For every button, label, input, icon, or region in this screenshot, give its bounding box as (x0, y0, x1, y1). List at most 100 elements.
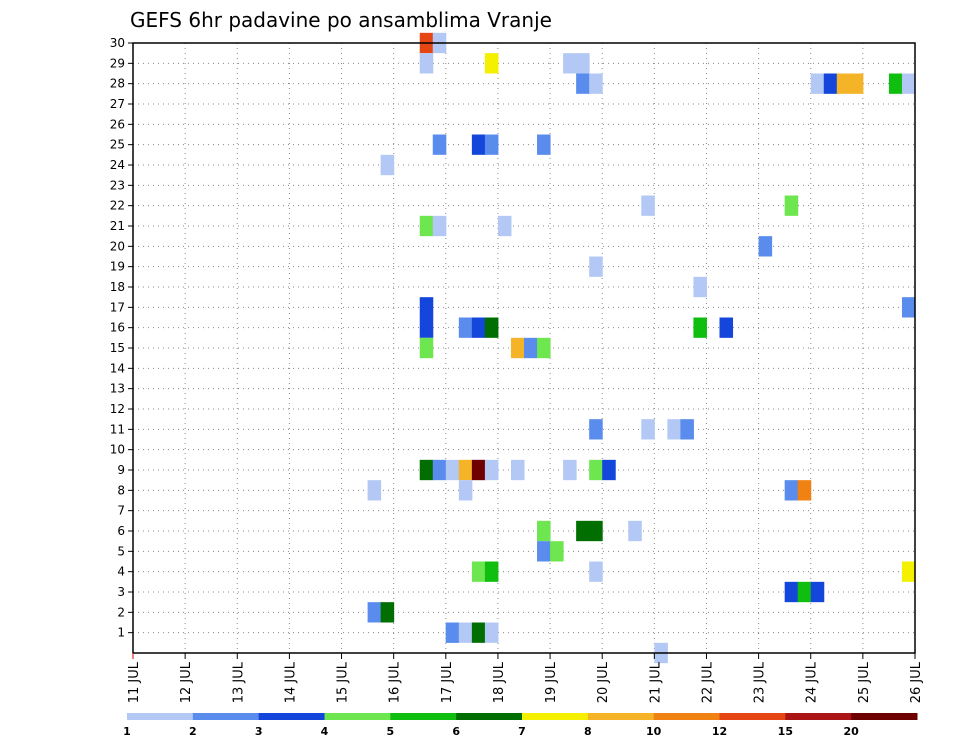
heatmap-cell (667, 419, 681, 440)
colorbar-swatch (258, 713, 325, 720)
x-tick-label: 17 JUL (440, 661, 455, 703)
heatmap-cell (576, 53, 590, 74)
y-tick-label: 2 (117, 605, 125, 619)
heatmap-cell (471, 459, 486, 481)
heatmap-cell (367, 480, 382, 501)
y-tick-label: 14 (110, 361, 125, 375)
colorbar-label: 7 (518, 725, 526, 738)
y-tick-label: 3 (117, 585, 125, 599)
heatmap-cell (471, 561, 486, 582)
heatmap-cell (537, 541, 551, 562)
heatmap-cell (484, 561, 499, 582)
y-tick-label: 16 (110, 321, 125, 335)
x-tick-label: 24 JUL (805, 661, 820, 703)
heatmap-cell (836, 73, 851, 94)
heatmap-cell (471, 622, 486, 643)
heatmap-cell (380, 602, 395, 623)
heatmap-cells (367, 32, 916, 664)
heatmap-cell (445, 622, 460, 643)
heatmap-cell (510, 337, 525, 359)
colorbar-swatch (127, 713, 194, 720)
y-tick-label: 1 (117, 626, 125, 640)
heatmap-cell (471, 317, 486, 338)
heatmap-cell (458, 480, 473, 501)
heatmap-cell (419, 337, 434, 359)
heatmap-cell (849, 73, 864, 94)
heatmap-cell (445, 459, 460, 481)
y-tick-label: 6 (117, 524, 125, 538)
heatmap-cell (823, 73, 838, 94)
colorbar-label: 5 (387, 725, 395, 738)
y-tick-label: 21 (110, 219, 125, 233)
y-tick-label: 8 (117, 483, 125, 497)
y-tick-label: 12 (110, 402, 125, 416)
heatmap-cell (419, 215, 434, 237)
heatmap-cell (589, 520, 603, 542)
chart-title: GEFS 6hr padavine po ansamblima Vranje (130, 8, 552, 32)
x-tick-label: 16 JUL (388, 661, 403, 703)
heatmap-cell (589, 73, 603, 94)
colorbar-swatch (851, 713, 918, 720)
colorbar-swatch (653, 713, 720, 720)
y-tick-label: 11 (110, 422, 125, 436)
colorbar-swatch (324, 713, 391, 720)
heatmap-cell (901, 561, 916, 582)
heatmap-cell (432, 459, 447, 481)
y-tick-label: 28 (110, 77, 125, 91)
heatmap-cell (524, 337, 538, 359)
x-tick-label: 15 JUL (336, 661, 351, 703)
y-tick-label: 24 (110, 158, 125, 172)
y-tick-label: 27 (110, 97, 125, 111)
heatmap-cell (784, 195, 799, 216)
x-tick-label: 12 JUL (179, 661, 194, 703)
x-tick-label: 22 JUL (700, 661, 715, 703)
y-tick-label: 29 (110, 56, 125, 70)
heatmap-cell (484, 459, 499, 481)
heatmap-cell (380, 154, 395, 176)
x-tick-label: 23 JUL (753, 661, 768, 703)
heatmap-cell (471, 134, 486, 155)
y-tick-label: 22 (110, 199, 125, 213)
colorbar-label: 2 (189, 725, 197, 738)
heatmap-cell (484, 317, 499, 338)
heatmap-cell (419, 459, 434, 481)
heatmap-cell (641, 195, 655, 216)
heatmap-cell (367, 602, 382, 623)
heatmap-cell (693, 276, 707, 298)
heatmap-cell (589, 459, 603, 481)
heatmap-cell (784, 480, 799, 501)
y-tick-label: 20 (110, 239, 125, 253)
y-tick-label: 10 (110, 443, 125, 457)
heatmap-cell (537, 134, 551, 155)
x-tick-label: 26 JUL (909, 661, 924, 703)
heatmap-cell (550, 541, 564, 562)
heatmap-cell (797, 581, 812, 603)
y-tick-label: 25 (110, 138, 125, 152)
colorbar-label: 8 (584, 725, 592, 738)
heatmap-cell (458, 459, 473, 481)
heatmap-cell (537, 337, 551, 359)
colorbar-label: 12 (712, 725, 727, 738)
heatmap-cell (419, 317, 434, 338)
y-tick-label: 17 (110, 300, 125, 314)
colorbar-swatch (719, 713, 786, 720)
heatmap-cell (888, 73, 903, 94)
y-tick-label: 19 (110, 260, 125, 274)
heatmap-cell (576, 73, 590, 94)
heatmap-cell (784, 581, 799, 603)
heatmap-cell (719, 317, 734, 338)
x-tick-label: 25 JUL (857, 661, 872, 703)
y-tick-label: 5 (117, 544, 125, 558)
heatmap-cell (758, 236, 773, 257)
heatmap-cell (589, 256, 603, 277)
x-tick-label: 18 JUL (492, 661, 507, 703)
heatmap-cell (419, 297, 434, 318)
y-tick-label: 9 (117, 463, 125, 477)
colorbar: 1 2 3 4 5 6 7 8 10 12 15 20 (123, 713, 918, 738)
y-tick-label: 7 (117, 504, 125, 518)
heatmap-cell (641, 419, 655, 440)
heatmap-cell (484, 53, 499, 74)
y-tick-label: 13 (110, 382, 125, 396)
colorbar-swatch (785, 713, 852, 720)
